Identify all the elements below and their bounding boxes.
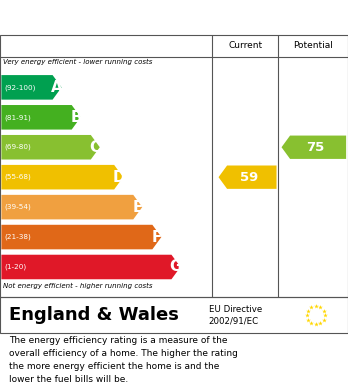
Text: (69-80): (69-80) [4, 144, 31, 151]
Text: The energy efficiency rating is a measure of the
overall efficiency of a home. T: The energy efficiency rating is a measur… [9, 336, 238, 384]
Text: 75: 75 [306, 141, 324, 154]
Text: (1-20): (1-20) [4, 264, 26, 270]
Polygon shape [282, 136, 346, 159]
Text: (39-54): (39-54) [4, 204, 31, 210]
Text: Current: Current [228, 41, 262, 50]
Polygon shape [1, 135, 100, 160]
Text: Potential: Potential [293, 41, 333, 50]
Polygon shape [1, 195, 142, 219]
Polygon shape [219, 165, 277, 189]
Text: Very energy efficient - lower running costs: Very energy efficient - lower running co… [3, 59, 152, 65]
Text: 59: 59 [240, 171, 258, 184]
Polygon shape [1, 105, 81, 129]
Text: England & Wales: England & Wales [9, 306, 179, 324]
Text: C: C [90, 140, 101, 155]
Text: D: D [112, 170, 125, 185]
Polygon shape [1, 75, 62, 100]
Polygon shape [1, 165, 123, 190]
Text: (55-68): (55-68) [4, 174, 31, 180]
Text: F: F [152, 230, 162, 244]
Text: (81-91): (81-91) [4, 114, 31, 120]
Text: B: B [70, 110, 82, 125]
Text: A: A [51, 80, 63, 95]
Polygon shape [1, 225, 161, 249]
Text: Energy Efficiency Rating: Energy Efficiency Rating [9, 11, 211, 26]
Polygon shape [1, 255, 180, 279]
Text: EU Directive
2002/91/EC: EU Directive 2002/91/EC [209, 305, 262, 326]
Text: Not energy efficient - higher running costs: Not energy efficient - higher running co… [3, 283, 152, 289]
Text: (92-100): (92-100) [4, 84, 35, 91]
Text: (21-38): (21-38) [4, 234, 31, 240]
Text: E: E [133, 200, 143, 215]
Text: G: G [170, 260, 182, 274]
